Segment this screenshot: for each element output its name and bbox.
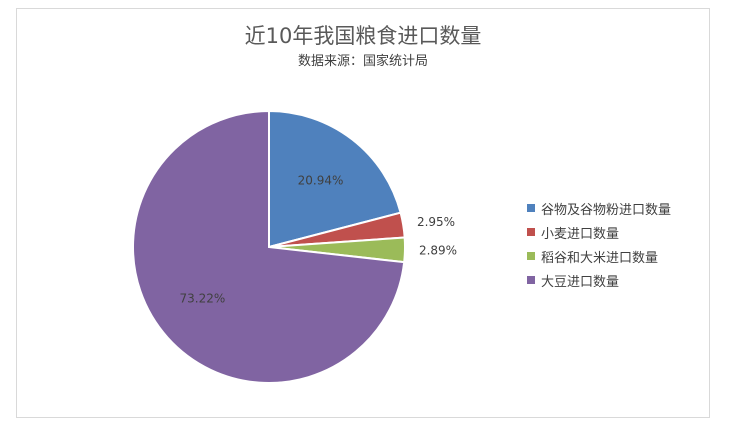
legend-item-rice: 稻谷和大米进口数量 — [527, 245, 671, 267]
legend: 谷物及谷物粉进口数量 小麦进口数量稻谷和大米进口数量 大豆进口数量 — [527, 197, 671, 293]
pie-chart: 20.94% 2.95% 2.89% 73.22% — [132, 109, 457, 384]
legend-label-rice: 稻谷和大米进口数量 — [541, 250, 659, 266]
data-label-rice: 2.89% — [419, 243, 457, 257]
chart-title: 近10年我国粮食进口数量 — [244, 24, 482, 48]
legend-label-wheat: 小麦进口数量 — [541, 226, 620, 242]
data-label-soybeans: 73.22% — [179, 292, 225, 306]
legend-item-cereals-flour: 谷物及谷物粉进口数量 — [527, 197, 671, 219]
chart-frame: 近10年我国粮食进口数量 数据来源：国家统计局 20.94% 2.95% 2.89%… — [16, 8, 710, 418]
legend-label-cereals-flour: 谷物及谷物粉进口数量 — [541, 202, 672, 218]
legend-swatch-rice — [527, 252, 535, 260]
data-label-cereals-flour: 20.94% — [298, 173, 344, 187]
chart-subtitle: 数据来源：国家统计局 — [297, 54, 428, 69]
legend-swatch-cereals-flour — [527, 204, 535, 212]
pie-slice-cereals-flour — [268, 109, 402, 249]
legend-item-wheat: 小麦进口数量 — [527, 221, 671, 243]
legend-label-soybeans: 大豆进口数量 — [541, 274, 620, 290]
pie-slice-soybeans — [132, 109, 406, 384]
legend-swatch-soybeans — [527, 276, 535, 284]
data-label-wheat: 2.95% — [417, 215, 455, 229]
legend-swatch-wheat — [527, 228, 535, 236]
legend-item-soybeans: 大豆进口数量 — [527, 269, 671, 291]
